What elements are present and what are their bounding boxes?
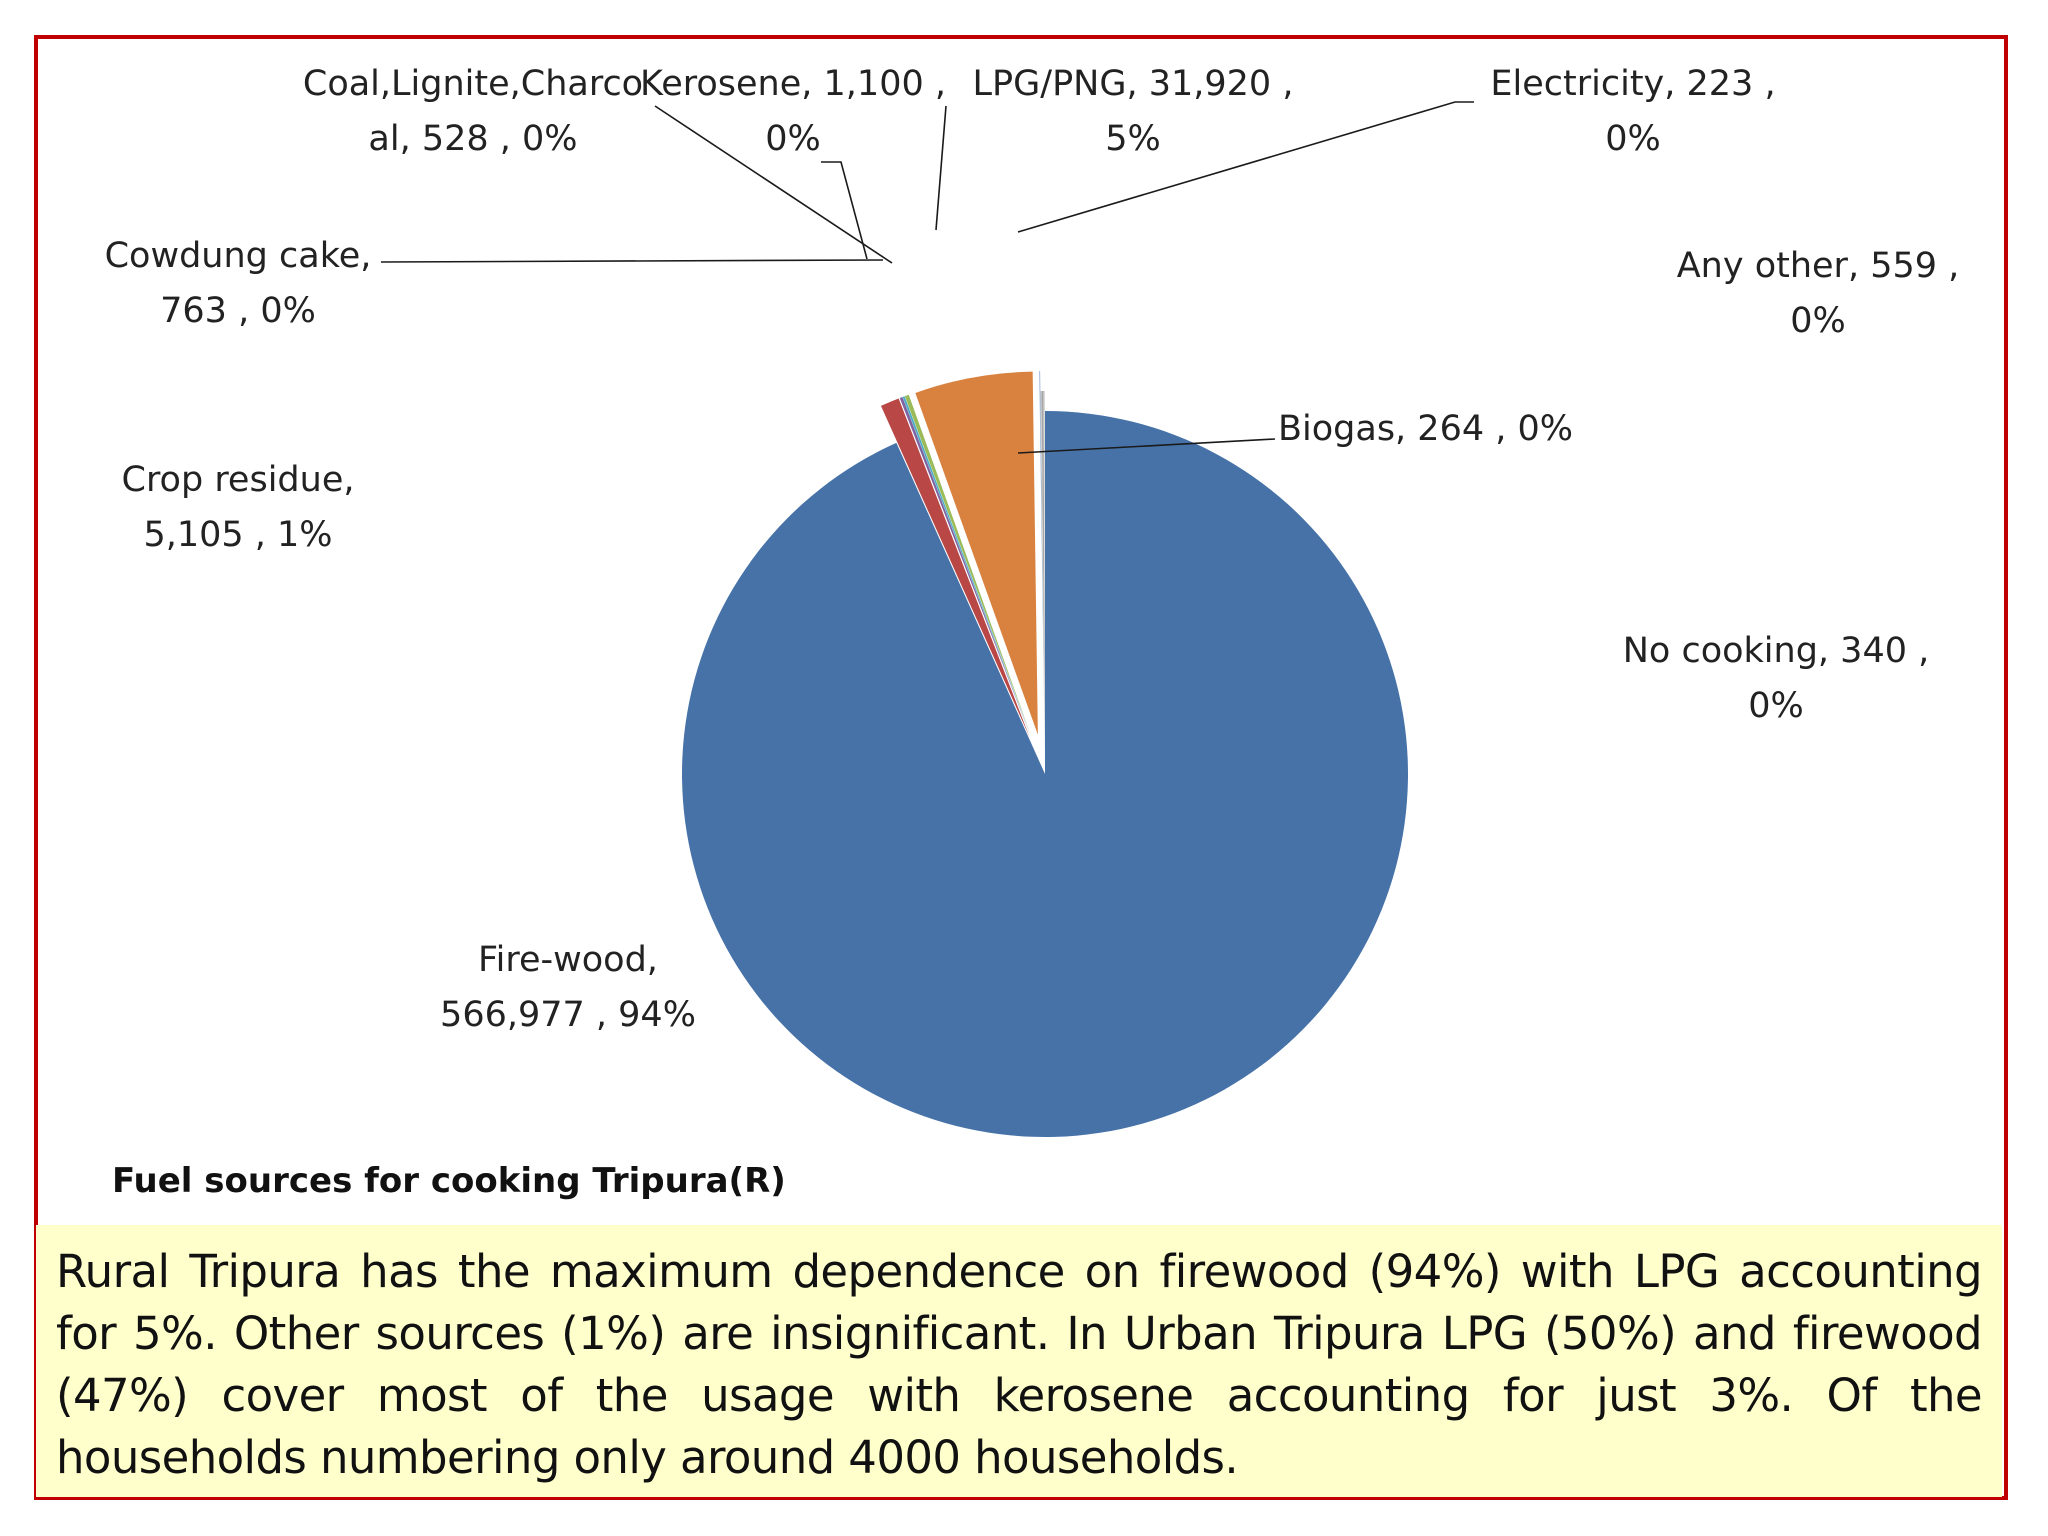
pie-slice-any-other	[1041, 391, 1045, 755]
pie-slice-cowdung-cake	[899, 397, 1031, 737]
data-label-lpg-png: LPG/PNG, 31,920 , 5%	[973, 64, 1294, 159]
data-label-coal-lignite-charcoal: Coal,Lignite,Charco al, 528 , 0%	[303, 64, 643, 159]
data-label-no-cooking: No cooking, 340 , 0%	[1623, 631, 1930, 726]
leader-line-cowdung-cake	[380, 259, 884, 263]
pie-slice-fire-wood	[682, 411, 1408, 1137]
pie-slices	[682, 371, 1408, 1137]
data-label-kerosene: Kerosene, 1,100 , 0%	[640, 64, 946, 159]
data-label-any-other: Any other, 559 , 0%	[1677, 246, 1960, 341]
leader-line-coal-lignite-charcoal	[654, 105, 893, 264]
pie-slice-coal-lignite-charcoal	[902, 396, 1031, 737]
pie-slice-kerosene	[904, 394, 1032, 737]
summary-note: Rural Tripura has the maximum dependence…	[36, 1225, 2002, 1497]
data-label-electricity: Electricity, 223 , 0%	[1490, 64, 1775, 159]
leader-line-lpg-png	[935, 105, 947, 231]
leader-line-biogas	[1017, 438, 1276, 454]
chart-title: Fuel sources for cooking Tripura(R)	[112, 1161, 786, 1201]
data-labels: Fire-wood, 566,977 , 94% Crop residue, 5,10…	[105, 64, 1960, 1035]
pie-slice-lpg-png	[915, 371, 1038, 735]
leader-lines	[380, 101, 1474, 454]
data-label-crop-residue: Crop residue, 5,105 , 1%	[122, 460, 355, 555]
pie-slice-biogas	[1040, 391, 1045, 755]
data-label-cowdung-cake: Cowdung cake, 763 , 0%	[105, 236, 372, 331]
leader-line-kerosene	[821, 161, 868, 260]
summary-text: Rural Tripura has the maximum dependence…	[56, 1245, 1983, 1484]
pie-slice-crop-residue	[880, 398, 1030, 738]
leader-line-electricity	[1017, 101, 1474, 233]
data-label-fire-wood: Fire-wood, 566,977 , 94%	[440, 940, 696, 1035]
pie-slice-electricity	[1039, 371, 1045, 735]
pie-slice-no-cooking	[1043, 391, 1045, 755]
pie-chart: Fire-wood, 566,977 , 94% Crop residue, 5,10…	[105, 64, 1960, 1137]
data-label-biogas: Biogas, 264 , 0%	[1278, 409, 1573, 449]
